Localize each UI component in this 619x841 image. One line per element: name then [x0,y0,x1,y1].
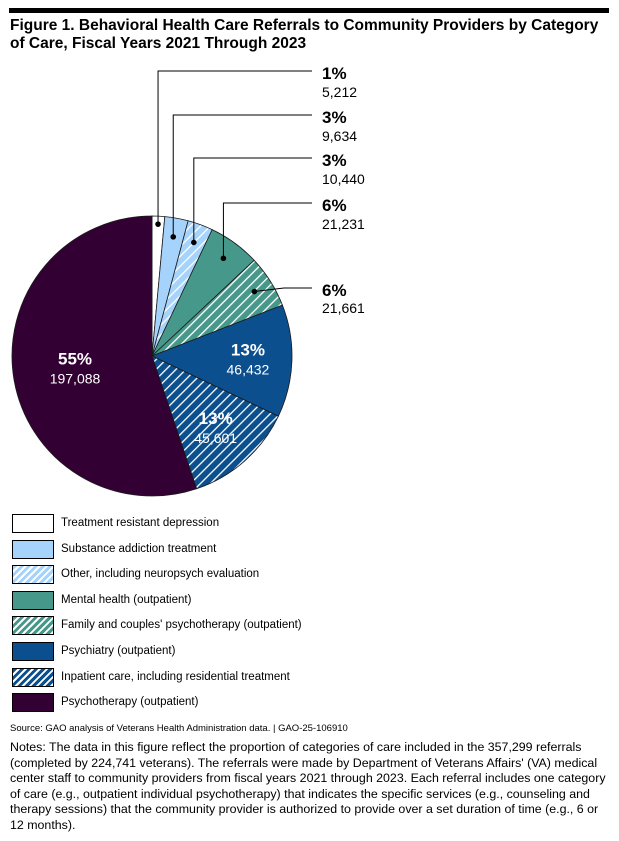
pct-label-7: 55% [58,350,92,369]
legend-swatch-1 [12,539,54,559]
leader-line-3 [222,202,312,259]
legend-swatch-6 [12,667,54,687]
leader-line-1 [172,114,312,237]
legend-item: Substance addiction treatment [10,539,610,566]
legend-label: Treatment resistant depression [61,517,220,529]
legend-item: Inpatient care, including residential tr… [10,667,610,694]
top-rule [9,8,609,13]
legend-swatch-5 [12,641,54,661]
legend-swatch-0 [12,514,54,533]
legend-item: Psychiatry (outpatient) [10,641,610,668]
value-label-7: 197,088 [50,371,101,387]
notes: Notes: The data in this figure reflect t… [10,740,606,832]
legend-swatch-3 [12,590,54,610]
legend-item: Other, including neuropsych evaluation [10,565,610,591]
leader-line-4 [254,287,312,292]
legend-swatch-4 [12,616,54,636]
value-label-1: 9,634 [322,128,357,144]
figure-title: Figure 1. Behavioral Health Care Referra… [10,17,599,52]
legend-label: Psychiatry (outpatient) [61,644,176,657]
legend-label: Family and couples' psychotherapy (outpa… [61,619,302,632]
value-label-0: 5,212 [322,84,357,100]
legend-item: Family and couples' psychotherapy (outpa… [10,616,610,642]
pct-label-1: 3% [322,108,347,127]
pie-slice-6 [151,355,279,490]
legend-item: Treatment resistant depression [10,514,610,540]
legend-label: Psychotherapy (outpatient) [61,696,199,709]
value-label-3: 21,231 [322,216,365,232]
pct-label-5: 13% [231,340,265,359]
source-note: Source: GAO analysis of Veterans Health … [10,723,348,734]
pie-slice-5 [150,304,293,417]
pct-label-4: 6% [322,281,347,300]
legend-label: Substance addiction treatment [61,542,217,555]
pct-label-3: 6% [322,196,347,215]
pie-chart: 1%5,2123%9,6343%10,4406%21,2316%21,66113… [11,64,365,497]
legend-item: Psychotherapy (outpatient) [10,693,610,719]
legend-label: Other, including neuropsych evaluation [61,568,260,581]
leader-line-2 [193,157,312,243]
pct-label-6: 13% [199,409,233,428]
leader-line-0 [157,70,312,225]
legend-label: Inpatient care, including residential tr… [61,670,290,683]
value-label-4: 21,661 [322,300,365,316]
legend: Treatment resistant depression Substance … [10,514,610,719]
pct-label-2: 3% [322,151,347,170]
value-label-2: 10,440 [322,171,365,187]
value-label-6: 45,601 [194,430,237,446]
leader-dot-4 [251,288,258,295]
legend-swatch-7 [12,693,54,713]
legend-item: Mental health (outpatient) [10,590,610,617]
legend-label: Mental health (outpatient) [61,593,192,606]
pie-slice-7 [11,215,198,497]
legend-swatch-2 [12,565,54,585]
pct-label-0: 1% [322,64,347,83]
value-label-5: 46,432 [227,361,270,377]
